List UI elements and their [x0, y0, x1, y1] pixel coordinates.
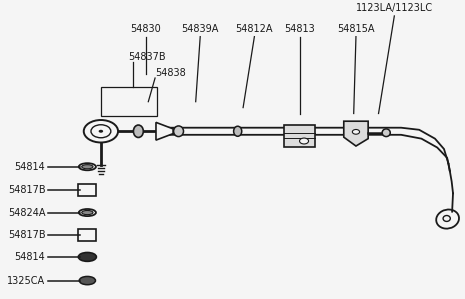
Text: 54814: 54814	[14, 252, 46, 262]
Text: 54838: 54838	[155, 68, 186, 78]
Text: 54837B: 54837B	[128, 52, 166, 62]
Text: 54830: 54830	[131, 24, 161, 34]
Text: 54812A: 54812A	[236, 24, 273, 34]
Text: 1123LA/1123LC: 1123LA/1123LC	[356, 3, 433, 13]
Text: 1325CA: 1325CA	[7, 276, 46, 286]
Text: 54815A: 54815A	[337, 24, 375, 34]
Text: 54814: 54814	[14, 162, 46, 172]
Ellipse shape	[78, 252, 96, 261]
Circle shape	[99, 130, 103, 133]
Text: 54813: 54813	[284, 24, 315, 34]
Ellipse shape	[173, 126, 184, 137]
Ellipse shape	[82, 165, 93, 169]
Text: 54824A: 54824A	[8, 208, 46, 218]
Circle shape	[352, 129, 359, 134]
Text: 54839A: 54839A	[181, 24, 219, 34]
Circle shape	[84, 120, 118, 143]
Ellipse shape	[82, 210, 93, 215]
Polygon shape	[156, 122, 173, 140]
Circle shape	[299, 138, 309, 144]
Text: 54817B: 54817B	[8, 230, 46, 240]
Text: 54817B: 54817B	[8, 185, 46, 195]
FancyBboxPatch shape	[284, 125, 315, 147]
Ellipse shape	[382, 129, 390, 137]
Ellipse shape	[133, 125, 143, 138]
Polygon shape	[344, 121, 368, 146]
Ellipse shape	[443, 216, 450, 222]
Ellipse shape	[79, 277, 95, 285]
Ellipse shape	[233, 126, 242, 136]
